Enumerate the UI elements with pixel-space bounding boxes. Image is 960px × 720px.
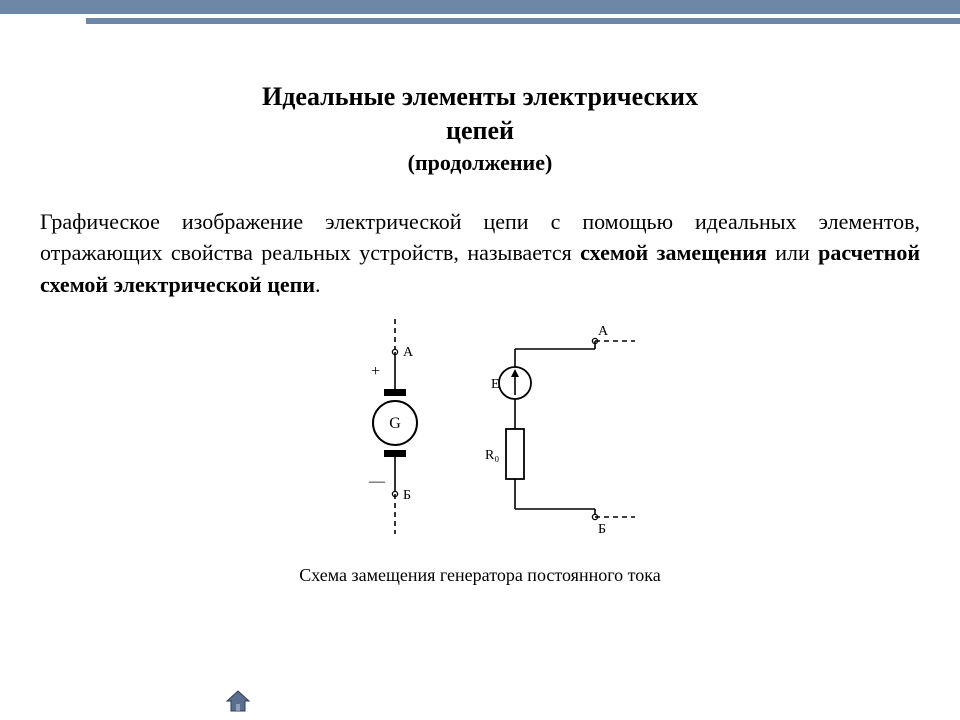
para-bold1: схемой замещения (580, 240, 767, 265)
slide-subtitle: (продолжение) (40, 150, 920, 176)
slide-accent-bars (0, 0, 960, 24)
para-post: . (315, 272, 321, 297)
svg-text:+: + (371, 363, 380, 380)
svg-text:—: — (368, 473, 386, 490)
para-mid: или (767, 240, 818, 265)
diagram-caption: Схема замещения генератора постоянного т… (40, 565, 920, 586)
svg-text:А: А (598, 324, 609, 339)
title-line2: цепей (446, 116, 514, 145)
slide-content: Идеальные элементы электрических цепей (… (40, 80, 920, 586)
svg-text:G: G (389, 415, 401, 432)
slide-title: Идеальные элементы электрических цепей (40, 80, 920, 148)
svg-text:R₀: R₀ (485, 448, 499, 463)
body-paragraph: Графическое изображение электрической це… (40, 206, 920, 302)
equivalent-circuit-diagram: G А Б + — А E R₀ Б (300, 319, 660, 549)
home-button[interactable] (225, 688, 251, 714)
svg-text:Б: Б (403, 488, 411, 503)
title-line1: Идеальные элементы электрических (262, 82, 698, 111)
diagram-container: G А Б + — А E R₀ Б (40, 319, 920, 549)
home-icon (225, 688, 251, 714)
svg-text:Б: Б (598, 522, 606, 537)
svg-text:E: E (491, 377, 500, 392)
svg-text:А: А (403, 345, 414, 360)
